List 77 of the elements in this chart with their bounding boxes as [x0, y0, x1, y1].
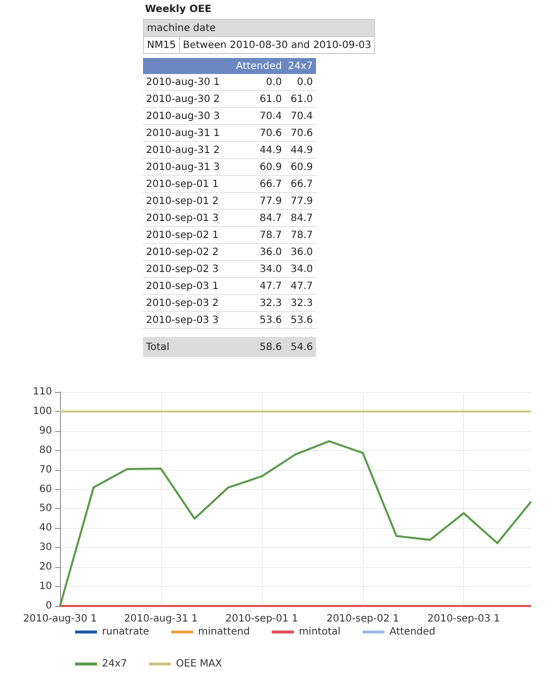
text: 53.6: [233, 312, 285, 328]
text: 2010-sep-02 3: [143, 260, 233, 278]
text: 53.6: [284, 312, 316, 328]
text: NM15: [144, 36, 180, 54]
text: 34.0: [233, 260, 285, 278]
text: 70.4: [233, 108, 285, 124]
text: 60.9: [233, 158, 285, 176]
text: 70.4: [284, 108, 316, 124]
y-tick-label: 100: [32, 406, 52, 417]
legend-label: Attended: [390, 626, 436, 638]
text: 70.6: [284, 124, 316, 142]
text: 2010-aug-31 1: [143, 124, 233, 142]
legend-label: mintotal: [298, 626, 341, 638]
text: 2010-sep-01 2: [143, 192, 233, 210]
text: 61.0: [233, 90, 285, 108]
text: 84.7: [284, 210, 316, 226]
y-tick-label: 40: [39, 522, 52, 534]
text: 54.6: [284, 337, 316, 357]
text: 32.3: [233, 294, 285, 312]
legend-label: minattend: [198, 626, 250, 638]
text: 2010-sep-03 3: [143, 312, 233, 328]
y-tick-label: 70: [39, 464, 52, 476]
y-tick-label: 20: [39, 562, 52, 573]
text: 2010-aug-30 1: [143, 74, 233, 90]
text: 66.7: [284, 176, 316, 192]
text: 44.9: [233, 142, 285, 158]
y-tick-label: 90: [39, 425, 52, 436]
text: 78.7: [284, 226, 316, 244]
text: 70.6: [233, 124, 285, 142]
text: 36.0: [233, 244, 285, 260]
text: 0.0: [233, 74, 285, 90]
text: 2010-aug-31 2: [143, 142, 233, 158]
text: 44.9: [284, 142, 316, 158]
text: 47.7: [284, 278, 316, 294]
y-tick-label: 30: [39, 542, 52, 554]
y-tick-label: 10: [39, 581, 52, 592]
y-tick-label: 110: [32, 386, 52, 398]
text: 77.9: [233, 192, 285, 210]
y-tick-label: 0: [46, 600, 52, 612]
x-tick-label: 2010-aug-31 1: [124, 614, 198, 624]
text: 2010-aug-31 3: [143, 158, 233, 176]
text: 36.0: [284, 244, 316, 260]
text: 2010-sep-02 2: [143, 244, 233, 260]
legend-label: 24x7: [102, 658, 128, 670]
text: 47.7: [233, 278, 285, 294]
legend-label: runatrate: [102, 626, 150, 638]
text: 2010-sep-03 2: [143, 294, 233, 312]
y-tick-label: 50: [39, 503, 52, 514]
text: 61.0: [284, 90, 316, 108]
text: 0.0: [284, 74, 316, 90]
text: 2010-sep-02 1: [143, 226, 233, 244]
text: Weekly OEE: [145, 4, 212, 15]
text: 2010-aug-30 3: [143, 108, 233, 124]
y-tick-label: 60: [39, 484, 52, 495]
text: Between 2010-08-30 and 2010-09-03: [179, 36, 375, 54]
text: Attended: [233, 58, 285, 74]
legend-label: OEE MAX: [176, 658, 222, 670]
text: 24x7: [284, 58, 316, 74]
text: 2010-sep-03 1: [143, 278, 233, 294]
text: 66.7: [233, 176, 285, 192]
text: 77.9: [284, 192, 316, 210]
text: Total: [143, 337, 233, 357]
text: 58.6: [233, 337, 285, 357]
y-tick-label: 80: [39, 444, 52, 456]
x-tick-label: 2010-sep-01 1: [226, 614, 298, 624]
text: 32.3: [284, 294, 316, 312]
text: machine date: [147, 22, 216, 34]
text: 2010-aug-30 2: [143, 90, 233, 108]
x-tick-label: 2010-sep-02 1: [326, 614, 400, 624]
text: 60.9: [284, 158, 316, 176]
text: 34.0: [284, 260, 316, 278]
x-tick-label: 2010-sep-03 1: [427, 614, 500, 624]
x-tick-label: 2010-aug-30 1: [23, 614, 97, 624]
text: 2010-sep-01 3: [143, 210, 233, 226]
text: 2010-sep-01 1: [143, 176, 233, 192]
text: 78.7: [233, 226, 285, 244]
text: 84.7: [233, 210, 285, 226]
